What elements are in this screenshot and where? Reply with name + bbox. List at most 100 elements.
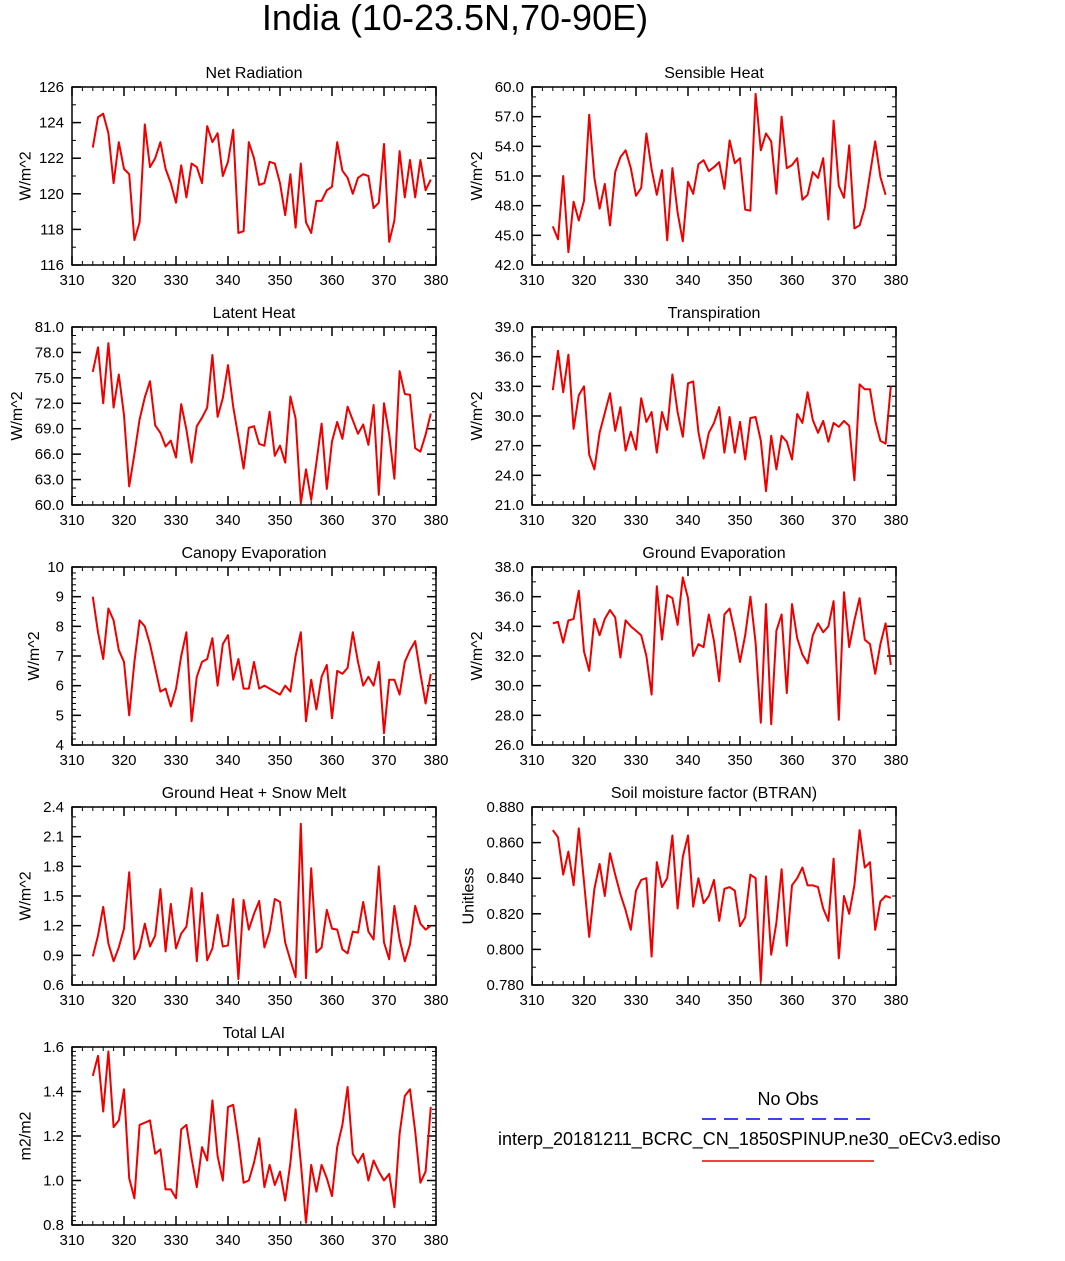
- y-tick-label: 66.0: [35, 446, 64, 463]
- y-axis-label: Unitless: [461, 868, 478, 925]
- y-tick-label: 38.0: [495, 559, 524, 576]
- x-tick-label: 310: [59, 992, 84, 1009]
- y-tick-label: 8: [56, 618, 64, 635]
- y-tick-label: 60.0: [35, 497, 64, 514]
- y-tick-label: 2.1: [43, 829, 64, 846]
- x-tick-label: 350: [267, 752, 292, 769]
- x-tick-label: 380: [423, 512, 448, 529]
- y-tick-label: 34.0: [495, 618, 524, 635]
- y-tick-label: 118: [40, 221, 64, 238]
- y-axis-label: W/m^2: [26, 631, 43, 680]
- chart-title: Total LAI: [223, 1025, 285, 1042]
- x-tick-label: 350: [727, 272, 752, 289]
- y-tick-label: 36.0: [495, 589, 524, 606]
- y-axis-label: W/m^2: [469, 391, 486, 440]
- x-tick-label: 370: [831, 512, 856, 529]
- y-tick-label: 30.0: [495, 678, 524, 695]
- series-line: [91, 822, 432, 981]
- y-tick-label: 1.5: [43, 888, 64, 905]
- y-tick-label: 60.0: [495, 79, 524, 96]
- x-tick-label: 370: [831, 752, 856, 769]
- x-tick-label: 330: [623, 752, 648, 769]
- x-tick-label: 320: [111, 272, 136, 289]
- x-tick-label: 380: [883, 752, 908, 769]
- y-tick-label: 122: [39, 150, 64, 167]
- x-tick-label: 310: [519, 752, 544, 769]
- series-line: [91, 596, 432, 735]
- x-tick-label: 310: [519, 992, 544, 1009]
- series-line: [551, 92, 887, 254]
- y-tick-label: 57.0: [495, 109, 524, 126]
- x-tick-label: 310: [59, 272, 84, 289]
- x-tick-label: 310: [59, 512, 84, 529]
- x-tick-label: 370: [371, 752, 396, 769]
- chart-panel: Latent Heat 310 320 330 340 350 360 370 380 60.0 6…: [9, 305, 449, 529]
- x-tick-label: 330: [623, 272, 648, 289]
- chart-panel: Net Radiation 310 320 330 340 350 360 370 380 116…: [18, 65, 449, 289]
- x-tick-label: 340: [675, 752, 700, 769]
- x-tick-label: 380: [883, 512, 908, 529]
- y-tick-label: 116: [40, 257, 64, 274]
- plot-frame: [531, 86, 897, 266]
- y-tick-label: 1.4: [43, 1084, 64, 1101]
- series-line: [552, 576, 892, 726]
- y-tick-label: 1.8: [43, 858, 64, 875]
- x-tick-label: 320: [571, 752, 596, 769]
- chart-panel: Canopy Evaporation 310 320 330 340 350 360 370 3…: [26, 545, 449, 769]
- y-tick-label: 33.0: [495, 378, 524, 395]
- chart-panel: Transpiration 310 320 330 340 350 360 370 380 21.…: [469, 305, 909, 529]
- y-tick-label: 54.0: [495, 138, 524, 155]
- x-tick-label: 370: [371, 1232, 396, 1249]
- x-tick-label: 320: [571, 512, 596, 529]
- y-tick-label: 4: [56, 737, 64, 754]
- y-tick-label: 0.820: [486, 906, 524, 923]
- y-tick-label: 39.0: [495, 319, 524, 336]
- y-axis-label: W/m^2: [469, 151, 486, 200]
- series-line: [91, 342, 432, 505]
- y-tick-label: 124: [39, 115, 64, 132]
- y-tick-label: 10: [47, 559, 64, 576]
- plot-frame: [71, 326, 437, 506]
- x-tick-label: 310: [59, 752, 84, 769]
- legend-entry-label: interp_20181211_BCRC_CN_1850SPINUP.ne30_…: [498, 1129, 1001, 1149]
- y-tick-label: 9: [56, 589, 64, 606]
- y-tick-label: 1.2: [43, 1128, 64, 1145]
- chart-title: Soil moisture factor (BTRAN): [611, 785, 817, 802]
- x-tick-label: 330: [163, 1232, 188, 1249]
- y-tick-label: 26.0: [495, 737, 524, 754]
- x-tick-label: 380: [883, 272, 908, 289]
- x-tick-label: 380: [423, 992, 448, 1009]
- y-tick-label: 0.880: [486, 799, 524, 816]
- x-tick-label: 350: [727, 512, 752, 529]
- x-tick-label: 340: [215, 1232, 240, 1249]
- y-tick-label: 75.0: [35, 370, 64, 387]
- x-tick-label: 350: [727, 752, 752, 769]
- series-line: [551, 827, 892, 983]
- chart-title: Net Radiation: [206, 65, 303, 82]
- x-tick-label: 350: [267, 512, 292, 529]
- x-tick-label: 330: [623, 992, 648, 1009]
- page-title: India (10-23.5N,70-90E): [261, 0, 649, 38]
- x-tick-label: 370: [371, 992, 396, 1009]
- x-tick-label: 360: [779, 512, 804, 529]
- y-axis-label: W/m^2: [18, 151, 35, 200]
- x-tick-label: 360: [779, 992, 804, 1009]
- y-tick-label: 32.0: [495, 648, 524, 665]
- x-tick-label: 360: [319, 752, 344, 769]
- y-tick-label: 28.0: [495, 707, 524, 724]
- chart-title: Latent Heat: [213, 305, 296, 322]
- x-tick-label: 360: [319, 1232, 344, 1249]
- y-tick-label: 1.0: [43, 1173, 64, 1190]
- legend-title: No Obs: [757, 1089, 819, 1109]
- x-tick-label: 360: [319, 272, 344, 289]
- y-tick-label: 0.6: [43, 977, 64, 994]
- x-tick-label: 310: [519, 272, 544, 289]
- chart-panel: Total LAI 310 320 330 340 350 360 370 380 0.8 1.0 1…: [18, 1025, 449, 1249]
- y-tick-label: 30.0: [495, 408, 524, 425]
- x-tick-label: 370: [831, 272, 856, 289]
- x-tick-label: 350: [727, 992, 752, 1009]
- x-tick-label: 320: [571, 272, 596, 289]
- x-tick-label: 320: [111, 1232, 136, 1249]
- series-line: [91, 1050, 432, 1224]
